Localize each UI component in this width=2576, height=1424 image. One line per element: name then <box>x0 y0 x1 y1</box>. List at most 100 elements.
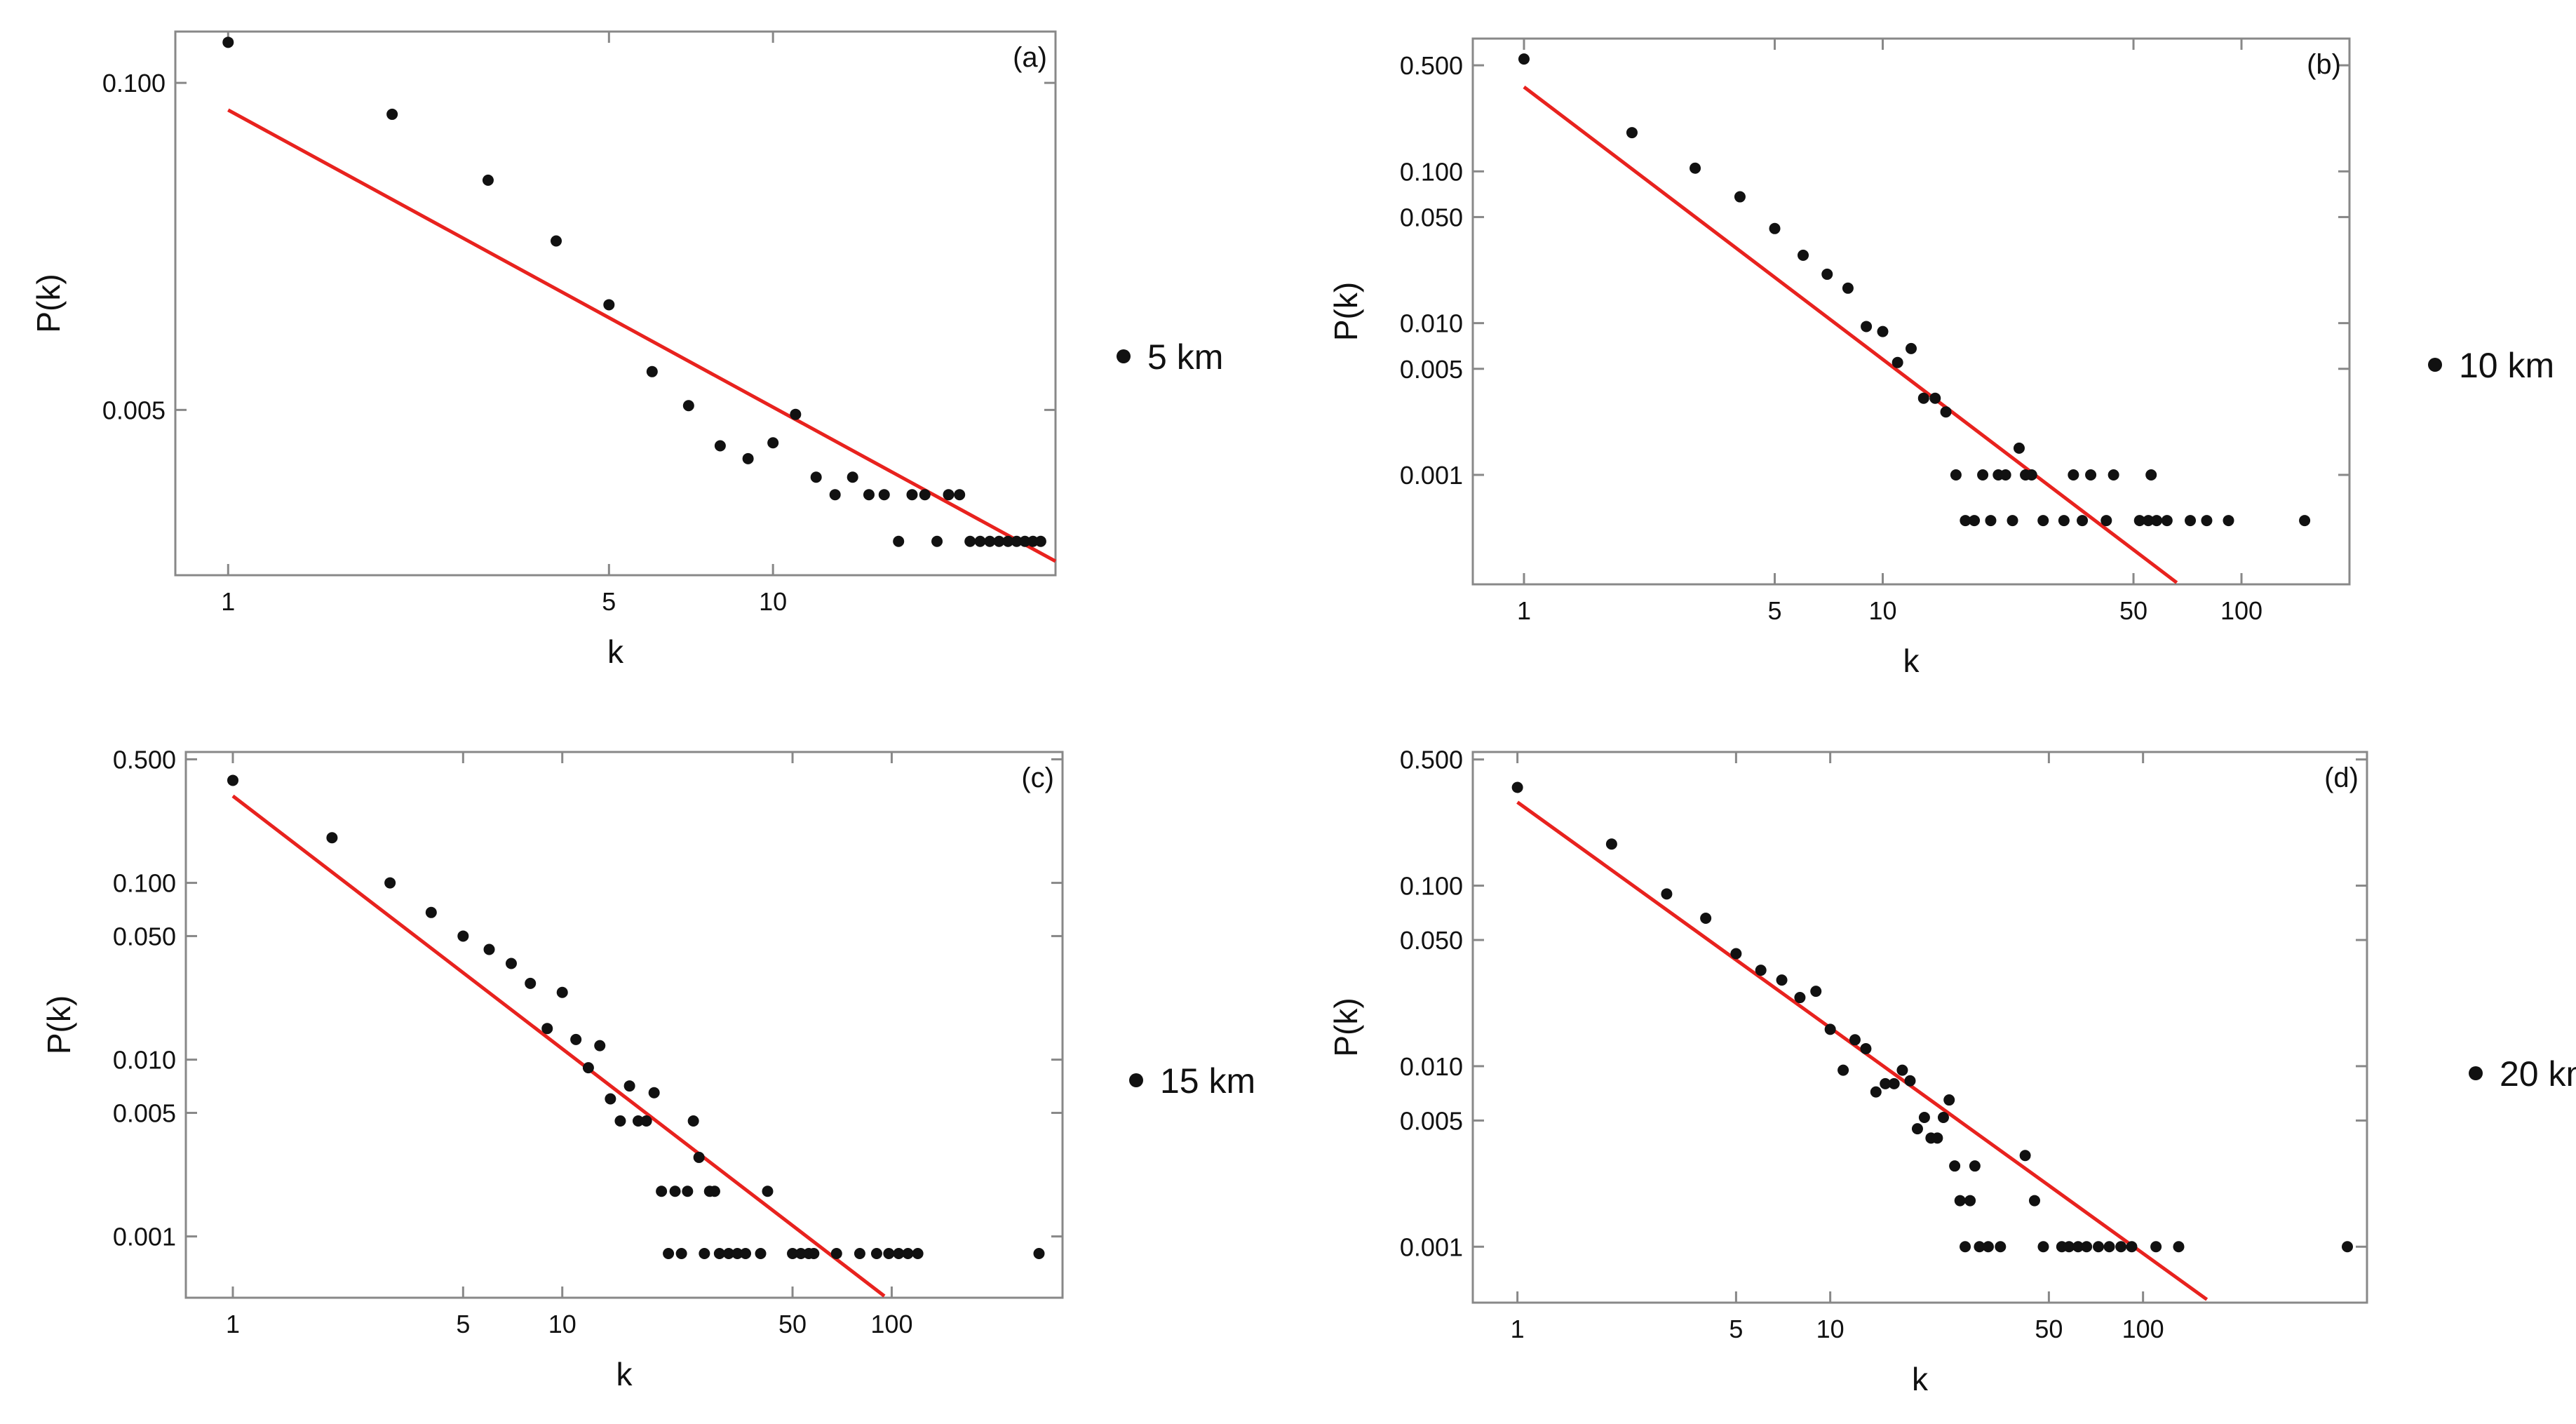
x-axis-title-b: k <box>1903 643 1920 679</box>
data-point-c <box>912 1248 924 1260</box>
data-point-c <box>384 877 396 889</box>
data-point-c <box>632 1115 644 1127</box>
data-point-a <box>1002 535 1014 547</box>
y-tick-label-b: 0.001 <box>1400 461 1463 490</box>
data-point-c <box>675 1248 687 1260</box>
data-point-d <box>2063 1241 2075 1253</box>
data-point-d <box>2341 1241 2353 1253</box>
y-tick-label-d: 0.100 <box>1400 872 1463 901</box>
data-point-c <box>570 1033 582 1045</box>
data-point-d <box>1730 948 1742 960</box>
data-point-c <box>699 1248 710 1260</box>
plot-frame-d <box>1471 751 2368 1304</box>
data-point-a <box>767 437 779 449</box>
data-point-a <box>954 489 966 501</box>
x-tick-label-d: 50 <box>2035 1315 2063 1343</box>
legend-marker-b <box>2428 358 2442 372</box>
legend-label-c: 15 km <box>1160 1061 1255 1101</box>
axis-ticks-a: 1 5 10 0.100 0.005 <box>102 32 1056 616</box>
data-point-a <box>810 471 822 483</box>
data-point-a <box>386 108 398 120</box>
data-point-d <box>2173 1241 2185 1253</box>
data-point-a <box>1011 535 1023 547</box>
data-point-d <box>1949 1160 1961 1172</box>
data-point-d <box>1810 986 1822 998</box>
data-point-a <box>829 489 841 501</box>
data-point-b <box>1734 191 1746 203</box>
data-point-c <box>731 1248 743 1260</box>
data-point-c <box>893 1248 905 1260</box>
data-point-b <box>2108 469 2119 481</box>
x-tick-label-b: 100 <box>2220 596 2263 625</box>
data-point-c <box>693 1151 705 1163</box>
data-point-a <box>974 535 986 547</box>
data-point-d <box>1870 1086 1882 1098</box>
data-point-d <box>1904 1075 1916 1087</box>
data-point-d <box>1964 1195 1976 1207</box>
data-point-c <box>708 1185 720 1197</box>
data-point-d <box>1954 1195 1966 1207</box>
x-tick-label-c: 10 <box>548 1310 576 1338</box>
data-point-d <box>2126 1241 2138 1253</box>
x-tick-label-a: 5 <box>602 587 616 616</box>
data-point-b <box>1626 127 1638 139</box>
data-point-b <box>1960 515 1971 527</box>
data-point-b <box>1842 282 1854 294</box>
data-point-d <box>2019 1150 2031 1162</box>
data-point-d <box>1943 1094 1955 1106</box>
data-point-b <box>2025 469 2037 481</box>
x-axis-title-a: k <box>607 633 624 670</box>
data-point-a <box>1034 535 1046 547</box>
data-point-a <box>863 489 875 501</box>
data-point-a <box>551 235 562 247</box>
data-point-b <box>1929 392 1941 404</box>
data-point-d <box>1700 912 1712 924</box>
data-point-b <box>2145 469 2157 481</box>
data-point-a <box>847 471 858 483</box>
data-point-b <box>2151 515 2163 527</box>
data-point-c <box>483 943 495 955</box>
fit-line-b <box>1523 85 2178 584</box>
axis-ticks-d: 1 5 10 50 100 0.500 0.100 0.050 0.010 0.005 0.001 <box>1400 746 2367 1343</box>
data-point-d <box>1982 1241 1994 1253</box>
panel-label-b: (b) <box>2307 49 2341 80</box>
y-tick-label-c: 0.500 <box>113 745 176 774</box>
plot-frame-c <box>184 751 1064 1299</box>
data-point-b <box>2143 515 2154 527</box>
data-point-b <box>2007 515 2018 527</box>
data-point-a <box>682 400 694 412</box>
y-tick-label-b: 0.050 <box>1400 203 1463 231</box>
data-point-b <box>1891 356 1903 368</box>
x-tick-label-b: 5 <box>1767 596 1781 625</box>
data-point-d <box>2072 1241 2084 1253</box>
y-tick-label-b: 0.010 <box>1400 309 1463 338</box>
axis-ticks-b: 1 5 10 50 100 0.500 0.100 0.050 0.010 0.005 0.001 <box>1400 39 2349 625</box>
x-tick-label-b: 1 <box>1517 596 1531 625</box>
data-point-d <box>1824 1023 1836 1035</box>
data-point-a <box>482 174 494 186</box>
data-point-d <box>1849 1034 1861 1046</box>
data-point-b <box>2100 515 2112 527</box>
data-point-c <box>663 1248 675 1260</box>
panel-label-a: (a) <box>1013 42 1047 73</box>
data-point-b <box>2133 515 2145 527</box>
data-point-a <box>222 36 234 48</box>
y-tick-label-b: 0.005 <box>1400 355 1463 384</box>
panel-d: 1 5 10 50 1000.5000.1000.0500.0100.0050.001 … <box>1328 746 2576 1397</box>
legend-marker-d <box>2469 1066 2483 1080</box>
data-point-a <box>742 452 754 464</box>
legend-marker-a <box>1117 349 1131 363</box>
data-point-b <box>1518 53 1530 65</box>
data-point-b <box>2068 469 2079 481</box>
data-point-c <box>682 1185 694 1197</box>
data-point-d <box>1794 992 1806 1004</box>
data-point-d <box>2093 1241 2105 1253</box>
data-point-d <box>1605 838 1617 850</box>
y-axis-title-c: P(k) <box>41 995 77 1054</box>
data-point-c <box>594 1040 606 1052</box>
data-point-d <box>1880 1077 1891 1089</box>
data-point-a <box>714 440 726 452</box>
data-point-b <box>2037 515 2049 527</box>
y-tick-label-d: 0.010 <box>1400 1052 1463 1081</box>
x-tick-label-b: 10 <box>1868 596 1896 625</box>
